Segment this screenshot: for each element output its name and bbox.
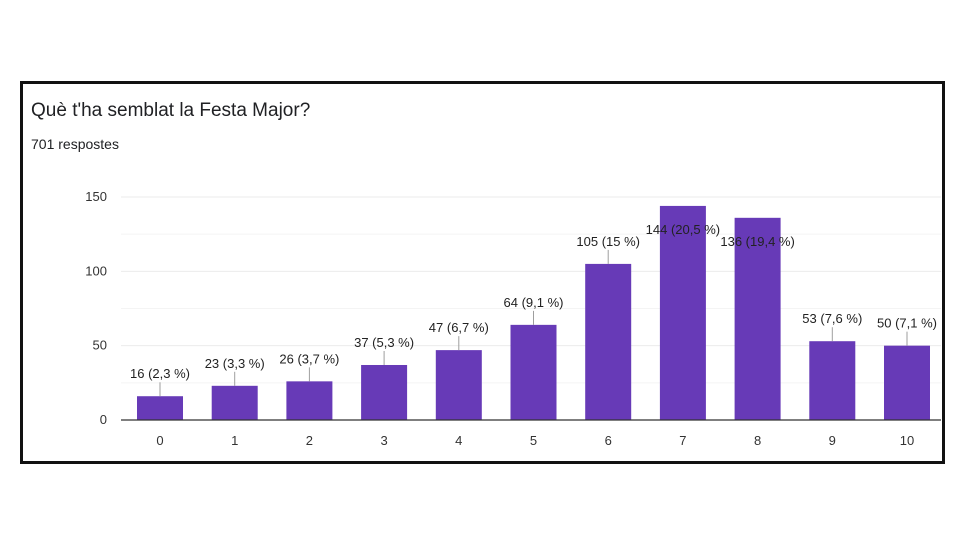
data-label: 136 (19,4 %) [720,234,794,249]
x-tick-label: 3 [380,433,387,448]
data-label: 105 (15 %) [576,234,640,249]
bar[interactable] [510,324,557,420]
y-tick-label: 100 [85,263,107,278]
data-label: 53 (7,6 %) [802,311,862,326]
bar[interactable] [137,396,183,420]
x-tick-label: 9 [829,433,836,448]
x-tick-label: 5 [530,433,537,448]
x-tick-label: 7 [679,433,686,448]
x-tick-label: 8 [754,433,761,448]
data-label: 26 (3,7 %) [279,351,339,366]
x-tick-label: 10 [900,433,914,448]
bar[interactable] [361,364,408,420]
bar-chart: 16 (2,3 %) 23 (3,3 %) 26 (3,7 %) 37 (5,3 %)… [85,189,941,448]
x-tick-label: 0 [156,433,163,448]
bar[interactable] [585,263,632,420]
bar[interactable] [435,350,482,420]
y-tick-label: 50 [93,338,107,353]
bar[interactable] [734,217,781,420]
bar[interactable] [659,205,706,420]
data-label: 64 (9,1 %) [504,295,564,310]
data-label: 144 (20,5 %) [646,222,720,237]
x-tick-label: 2 [306,433,313,448]
response-count: 701 respostes [31,136,119,152]
chart-card: Què t'ha semblat la Festa Major? 701 res… [20,81,945,464]
data-label: 16 (2,3 %) [130,366,190,381]
y-tick-label: 150 [85,189,107,204]
data-label: 23 (3,3 %) [205,356,265,371]
x-tick-label: 6 [605,433,612,448]
bar[interactable] [211,385,258,420]
x-tick-label: 4 [455,433,462,448]
x-tick-label: 1 [231,433,238,448]
data-label: 50 (7,1 %) [877,316,937,331]
y-tick-label: 0 [100,412,107,427]
bar[interactable] [286,381,333,420]
data-label: 47 (6,7 %) [429,320,489,335]
bar[interactable] [809,341,856,420]
bar[interactable] [884,345,930,420]
chart-title: Què t'ha semblat la Festa Major? [31,100,311,121]
data-label: 37 (5,3 %) [354,335,414,350]
